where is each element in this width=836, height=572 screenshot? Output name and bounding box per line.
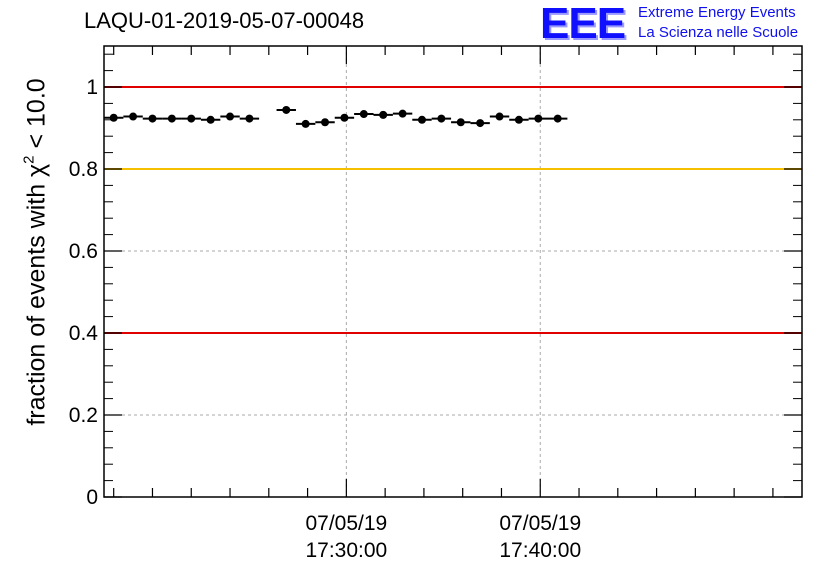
data-point: [226, 112, 235, 121]
data-point: [129, 112, 138, 121]
data-point: [437, 114, 446, 123]
data-point: [456, 118, 465, 127]
data-point: [321, 118, 330, 127]
logo-line-1: Extreme Energy Events: [638, 4, 796, 21]
chart-title: LAQU-01-2019-05-07-00048: [84, 8, 365, 33]
data-point: [417, 115, 426, 124]
x-tick-label-date: 07/05/19: [305, 512, 387, 535]
y-tick-label: 0.6: [69, 240, 98, 263]
eee-logo: EEE Extreme Energy Events La Scienza nel…: [540, 2, 830, 46]
x-tick-label-time: 17:40:00: [499, 539, 581, 562]
data-point: [206, 115, 215, 124]
data-point: [359, 110, 368, 119]
data-point: [495, 112, 504, 121]
data-point: [476, 119, 485, 128]
y-tick-label: 0.8: [69, 158, 98, 181]
logo-line-2: La Scienza nelle Scuole: [638, 24, 799, 41]
data-point: [379, 110, 388, 119]
y-tick-label: 0.2: [69, 404, 98, 427]
x-tick-label-date: 07/05/19: [499, 512, 581, 535]
data-point: [534, 114, 543, 123]
data-point: [109, 113, 118, 122]
data-point: [301, 119, 310, 128]
data-point: [245, 114, 254, 123]
data-point: [398, 109, 407, 118]
data-point: [148, 114, 157, 123]
y-tick-label: 0.4: [69, 322, 99, 345]
data-point: [167, 114, 176, 123]
data-point: [282, 105, 291, 114]
y-tick-label: 1: [86, 76, 98, 99]
data-point: [340, 113, 349, 122]
y-tick-label: 0: [86, 486, 98, 509]
data-point: [514, 115, 523, 124]
plot-frame: [103, 45, 803, 498]
logo-mark: EEE: [540, 0, 626, 48]
data-point: [187, 114, 196, 123]
x-tick-label-time: 17:30:00: [305, 539, 387, 562]
data-point: [553, 114, 562, 123]
